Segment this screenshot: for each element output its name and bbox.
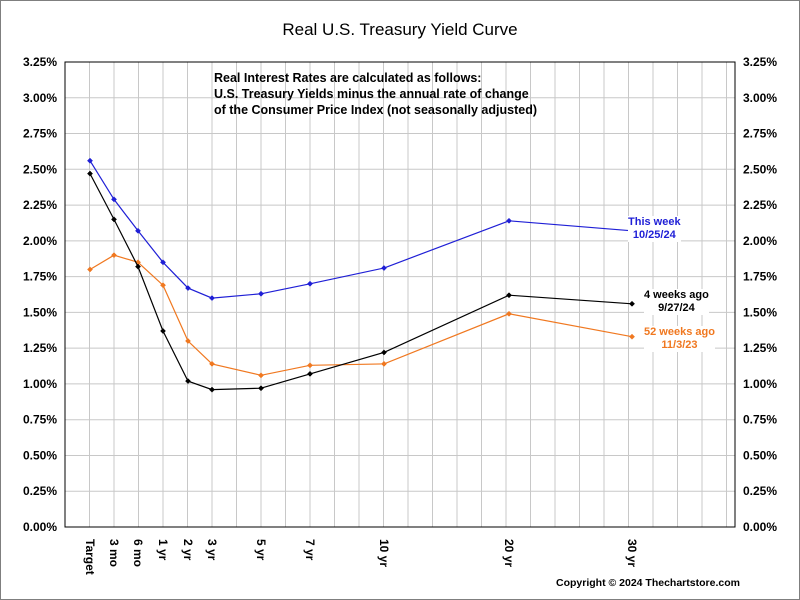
y-tick-label-right: 0.50% [743,448,777,462]
series-marker [135,227,141,234]
y-tick-label-left: 2.50% [23,162,57,176]
series-marker [307,280,313,287]
y-tick-label-right: 1.50% [743,305,777,319]
x-tick-label: 3 mo [107,539,121,567]
y-tick-label-left: 2.75% [23,127,57,141]
copyright-text: Copyright © 2024 Thechartstore.com [556,577,740,589]
note-line: Real Interest Rates are calculated as fo… [214,71,482,85]
series-marker [258,372,264,379]
series-name: 52 weeks ago [644,326,715,338]
y-tick-label-left: 1.50% [23,305,57,319]
y-tick-label-right: 1.25% [743,341,777,355]
y-tick-label-right: 2.75% [743,127,777,141]
y-tick-label-left: 0.25% [23,484,57,498]
series-marker [307,370,313,377]
series-marker [307,362,313,369]
series-marker [381,265,387,271]
series-marker [111,196,117,203]
x-tick-label: 10 yr [377,539,391,567]
x-tick-label: 3 yr [205,539,219,561]
series-date: 9/27/24 [658,302,695,314]
series-date: 10/25/24 [632,229,676,241]
series-marker [209,360,215,367]
series-marker [185,285,191,292]
legend-label-this-week: This week 10/25/24 [628,216,681,242]
series-marker [381,360,387,367]
y-tick-label-left: 2.25% [23,198,57,212]
y-tick-label-left: 1.25% [23,341,57,355]
x-tick-label: 2 yr [181,539,195,561]
x-tick-label: 20 yr [502,539,516,567]
legend-label-4-weeks-ago: 4 weeks ago 9/27/24 [644,289,709,315]
series-marker [258,385,264,392]
series-marker [87,170,93,177]
y-tick-label-left: 1.75% [23,270,57,284]
chart-title: Real U.S. Treasury Yield Curve [282,20,518,39]
y-tick-label-right: 3.00% [743,91,777,105]
plot-border [64,61,736,528]
series-marker [381,349,387,356]
y-tick-label-left: 3.00% [23,91,57,105]
y-tick-label-right: 2.50% [743,162,777,176]
series-name: 4 weeks ago [644,289,709,301]
series-marker [506,217,512,224]
y-tick-label-right: 2.25% [743,198,777,212]
chart-note: Real Interest Rates are calculated as fo… [214,70,537,118]
y-tick-label-right: 2.00% [743,234,777,248]
y-tick-label-right: 0.75% [743,413,777,427]
series-marker [185,378,191,385]
series-date: 11/3/23 [661,339,698,351]
y-tick-label-left: 2.00% [23,234,57,248]
series-marker [160,282,166,289]
x-tick-label: 1 yr [156,539,170,561]
series-marker [135,263,141,270]
note-line: U.S. Treasury Yields minus the annual ra… [214,87,529,101]
y-tick-label-left: 3.25% [23,55,57,69]
series-marker [160,259,166,266]
series-marker [111,252,117,259]
series-name: This week [628,216,681,228]
x-tick-label: 5 yr [254,539,268,561]
plot-area [65,62,735,527]
y-tick-label-left: 0.75% [23,413,57,427]
series-marker [185,338,191,344]
series-marker [209,295,215,302]
y-tick-label-right: 0.25% [743,484,777,498]
legend-label-52-weeks-ago: 52 weeks ago 11/3/23 [644,326,715,352]
series-marker [629,300,635,307]
x-tick-label: 7 yr [303,539,317,561]
series-marker [87,157,93,164]
series-marker [87,266,93,273]
series-marker [506,310,512,317]
x-tick-label: 30 yr [625,539,639,567]
y-tick-label-right: 1.00% [743,377,777,391]
series-marker [506,292,512,299]
series-marker [111,216,117,223]
x-tick-label: 6 mo [131,539,145,567]
series-marker [629,333,635,340]
note-line: of the Consumer Price Index (not seasona… [214,103,537,117]
y-tick-label-right: 1.75% [743,270,777,284]
series-marker [160,328,166,334]
y-tick-label-left: 0.00% [23,520,57,534]
series-marker [209,386,215,393]
y-tick-label-left: 0.50% [23,448,57,462]
series-marker [258,290,264,297]
y-tick-label-right: 3.25% [743,55,777,69]
x-tick-label: Target [83,539,97,575]
y-tick-label-left: 1.00% [23,377,57,391]
y-tick-label-right: 0.00% [743,520,777,534]
